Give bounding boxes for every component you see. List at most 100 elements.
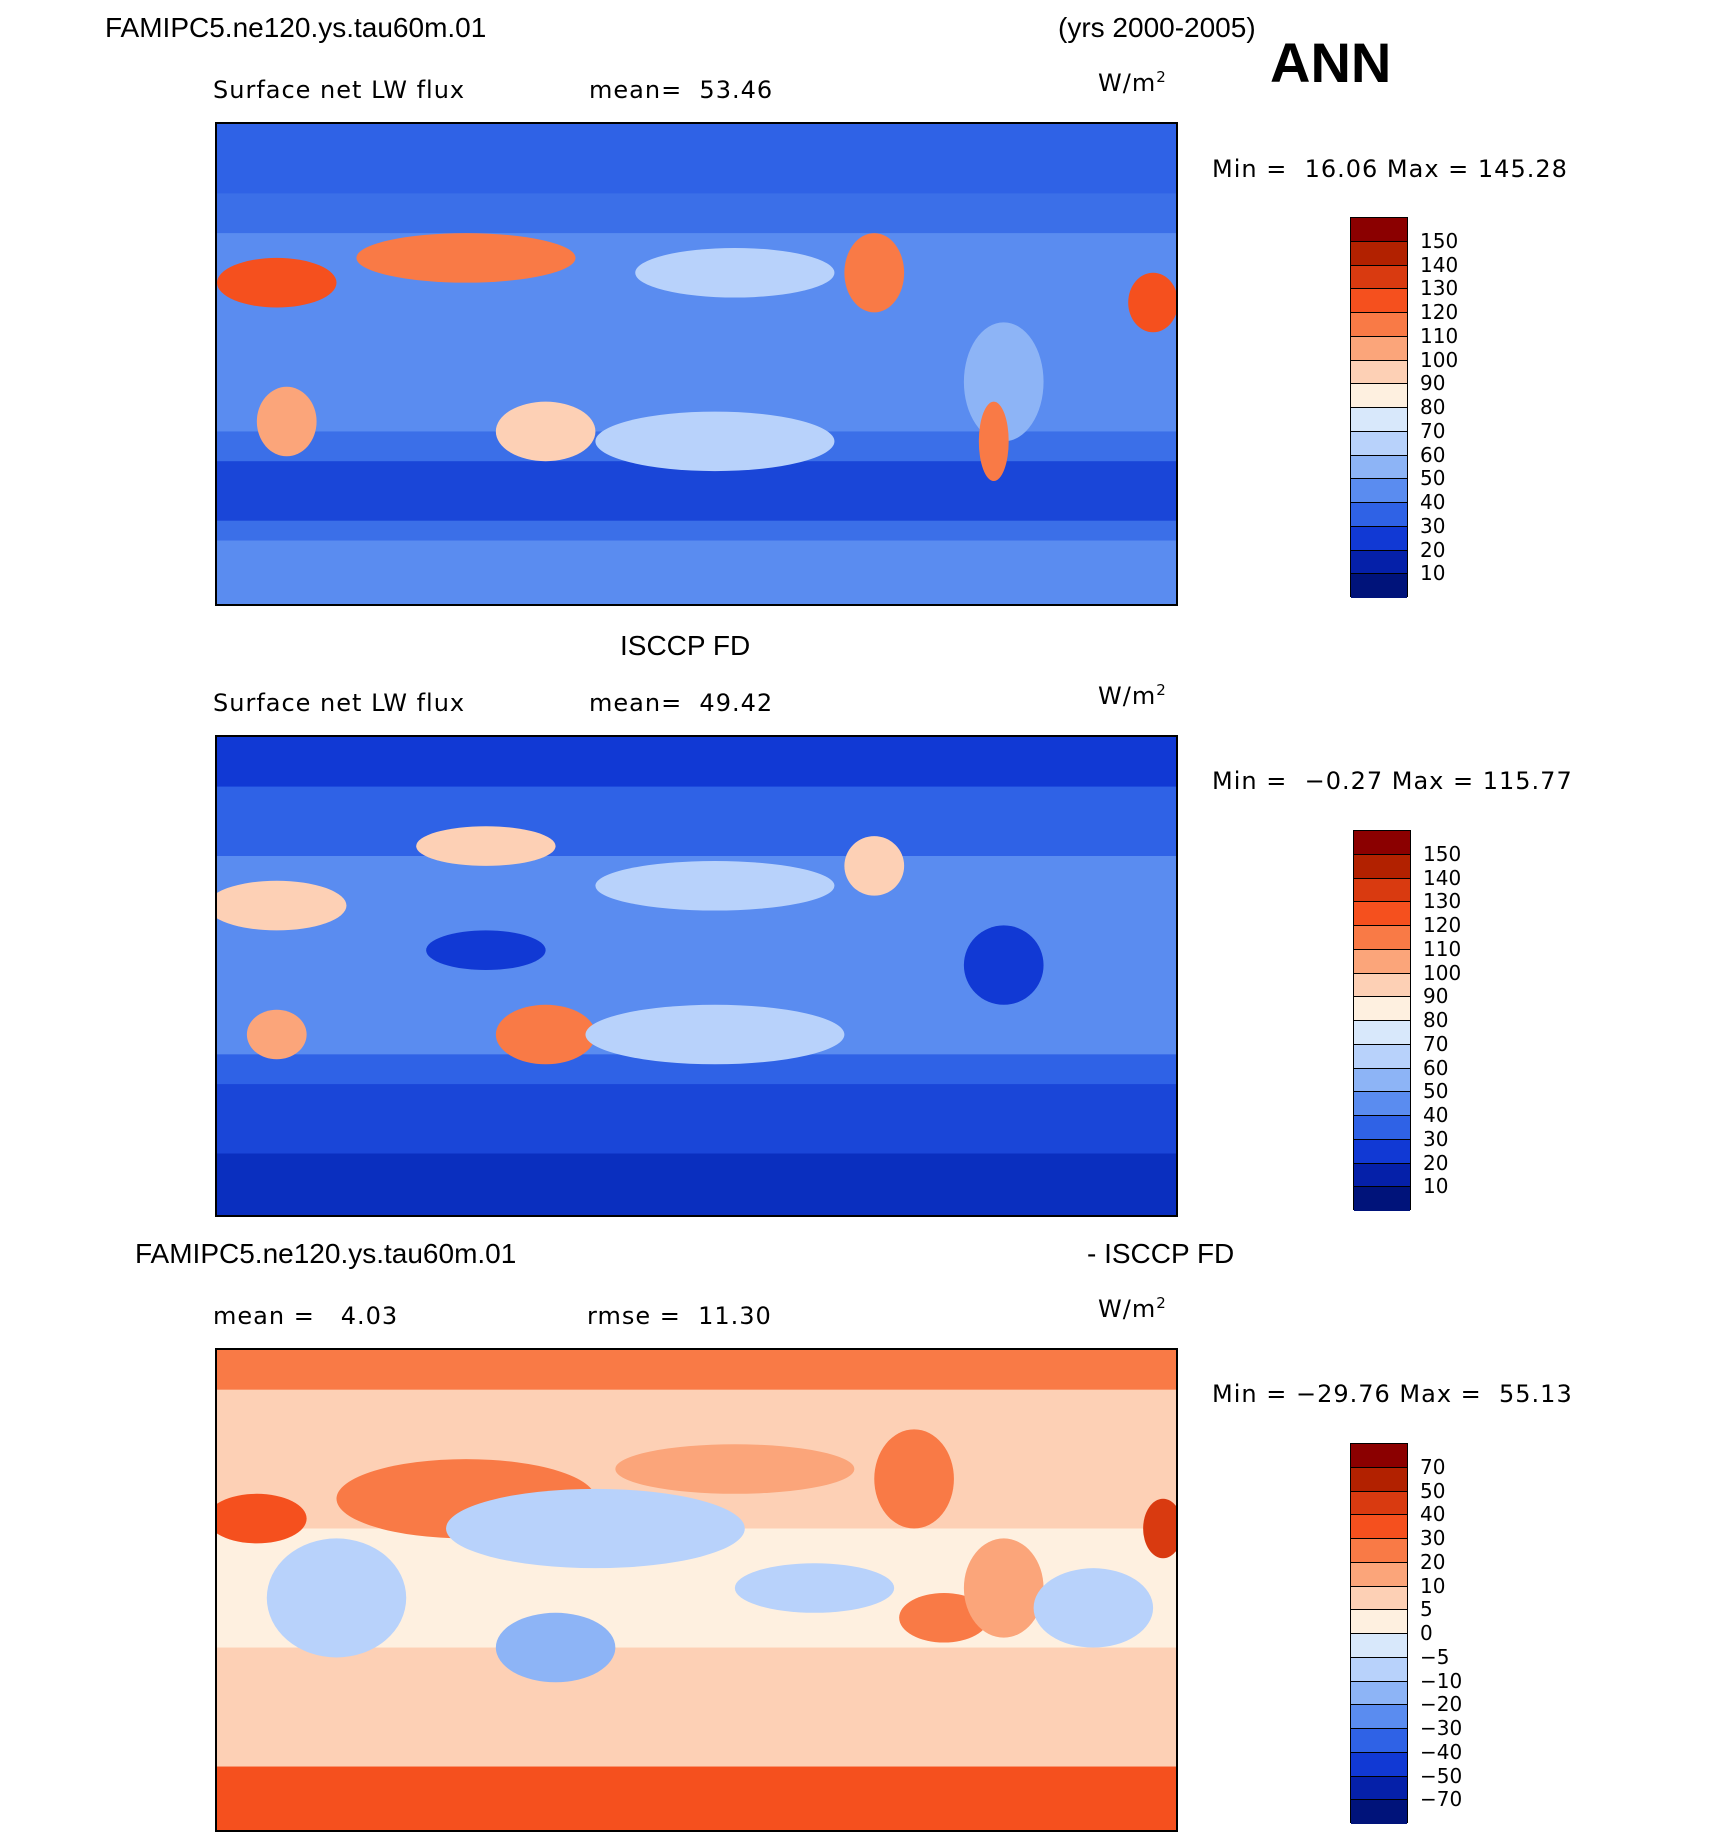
colorbar-tick-label: −20: [1420, 1692, 1463, 1717]
colorbar-cell: [1351, 479, 1407, 503]
colorbar-tick-label: 60: [1420, 442, 1446, 467]
colorbar-tick-label: 100: [1423, 960, 1462, 985]
colorbar-tick-label: 130: [1420, 276, 1459, 301]
colorbar-tick-label: 10: [1423, 1174, 1449, 1199]
panel1-units: W/m2: [1098, 68, 1167, 97]
colorbar-cell: [1351, 1467, 1407, 1492]
colorbar-cell: [1351, 1800, 1407, 1824]
colorbar-tick-label: 30: [1423, 1126, 1449, 1151]
colorbar-cell: [1351, 455, 1407, 480]
colorbar-cell: [1354, 1068, 1410, 1093]
colorbar-tick-label: 70: [1420, 1454, 1446, 1479]
colorbar-cell: [1351, 1681, 1407, 1706]
colorbar-tick-label: 110: [1423, 936, 1462, 961]
colorbar-tick-label: 80: [1420, 395, 1446, 419]
colorbar-cell: [1354, 878, 1410, 903]
colorbar-cell: [1354, 831, 1410, 855]
colorbar-cell: [1351, 265, 1407, 290]
panel3-map: [215, 1348, 1178, 1832]
colorbar-cell: [1351, 218, 1407, 242]
colorbar-cell: [1351, 241, 1407, 266]
colorbar-cell: [1354, 1021, 1410, 1045]
colorbar-tick-label: 40: [1420, 1502, 1446, 1527]
panel2-map-svg: [217, 737, 1176, 1215]
colorbar-cell: [1351, 550, 1407, 575]
colorbar-cell: [1351, 1776, 1407, 1801]
colorbar-tick-label: 80: [1423, 1008, 1449, 1032]
colorbar-tick-label: 140: [1423, 865, 1462, 890]
colorbar-cell: [1351, 1515, 1407, 1539]
colorbar-tick-label: 70: [1420, 418, 1446, 443]
colorbar-tick-label: −30: [1420, 1716, 1463, 1740]
colorbar-tick-label: −5: [1420, 1644, 1450, 1669]
panel2-map: [215, 735, 1178, 1217]
colorbar-cell: [1351, 336, 1407, 361]
colorbar-tick-label: 10: [1420, 1573, 1446, 1598]
colorbar-cell: [1354, 1163, 1410, 1188]
colorbar-cell: [1351, 1729, 1407, 1753]
colorbar-cell: [1351, 1539, 1407, 1563]
colorbar-tick-label: 50: [1423, 1079, 1449, 1104]
colorbar-cell: [1351, 1634, 1407, 1658]
colorbar-cell: [1351, 313, 1407, 337]
colorbar-tick-label: 130: [1423, 889, 1462, 914]
colorbar-cell: [1351, 360, 1407, 385]
panel1-minmax: Min = 16.06 Max = 145.28: [1212, 155, 1568, 183]
panel2-variable: Surface net LW flux: [213, 689, 466, 717]
panel2-units: W/m2: [1098, 681, 1167, 710]
colorbar-tick-label: −50: [1420, 1763, 1463, 1788]
panel2-minmax: Min = −0.27 Max = 115.77: [1212, 767, 1573, 795]
panel3-mean: mean = 4.03: [213, 1302, 399, 1330]
colorbar-tick-label: 110: [1420, 323, 1459, 348]
colorbar-cell: [1351, 384, 1407, 408]
colorbar-tick-label: 50: [1420, 466, 1446, 491]
colorbar-cell: [1351, 1657, 1407, 1682]
colorbar-cell: [1354, 1139, 1410, 1164]
colorbar-cell: [1351, 1562, 1407, 1587]
panel3-rmse: rmse = 11.30: [587, 1302, 772, 1330]
panel3-units: W/m2: [1098, 1294, 1167, 1323]
colorbar-tick-label: 20: [1423, 1150, 1449, 1175]
colorbar-tick-label: −70: [1420, 1787, 1463, 1812]
colorbar-cell: [1354, 926, 1410, 950]
colorbar-tick-label: 10: [1420, 561, 1446, 586]
colorbar-tick-label: 5: [1420, 1597, 1433, 1622]
panel1-map: [215, 122, 1178, 606]
panel1-variable: Surface net LW flux: [213, 76, 466, 104]
colorbar-tick-label: 70: [1423, 1031, 1449, 1056]
colorbar-tick-label: 60: [1423, 1055, 1449, 1080]
colorbar-tick-label: 40: [1420, 490, 1446, 514]
colorbar-cell: [1351, 1491, 1407, 1516]
colorbar-cell: [1351, 1705, 1407, 1729]
colorbar-tick-label: 90: [1420, 371, 1446, 396]
colorbar-cell: [1351, 574, 1407, 598]
colorbar-tick-label: −10: [1420, 1668, 1463, 1693]
colorbar-tick-label: 120: [1423, 913, 1462, 937]
colorbar-cell: [1351, 1752, 1407, 1777]
colorbar-tick-label: −40: [1420, 1739, 1463, 1764]
colorbar-cell: [1354, 1044, 1410, 1069]
colorbar-tick-label: 90: [1423, 984, 1449, 1009]
colorbar-cell: [1351, 408, 1407, 432]
panel2-title: ISCCP FD: [620, 630, 751, 661]
colorbar-cell: [1354, 949, 1410, 974]
colorbar-cell: [1354, 1116, 1410, 1140]
colorbar-tick-label: 30: [1420, 513, 1446, 538]
panel3-map-svg: [217, 1350, 1176, 1830]
colorbar-cell: [1351, 431, 1407, 456]
season-label: ANN: [1270, 31, 1392, 94]
colorbar-tick-label: 20: [1420, 537, 1446, 562]
panel3-colorbar: [1350, 1443, 1408, 1824]
panel1-colorbar: [1350, 217, 1408, 598]
case-name: FAMIPC5.ne120.ys.tau60m.01: [105, 12, 487, 43]
colorbar-cell: [1354, 997, 1410, 1021]
colorbar-tick-label: 140: [1420, 252, 1459, 277]
colorbar-cell: [1354, 1092, 1410, 1116]
panel2-colorbar: [1353, 830, 1411, 1211]
colorbar-tick-label: 100: [1420, 347, 1459, 372]
colorbar-cell: [1351, 1444, 1407, 1468]
colorbar-cell: [1351, 503, 1407, 527]
colorbar-tick-label: 50: [1420, 1478, 1446, 1503]
colorbar-tick-label: 150: [1423, 841, 1462, 866]
panel1-mean: mean= 53.46: [589, 76, 774, 104]
